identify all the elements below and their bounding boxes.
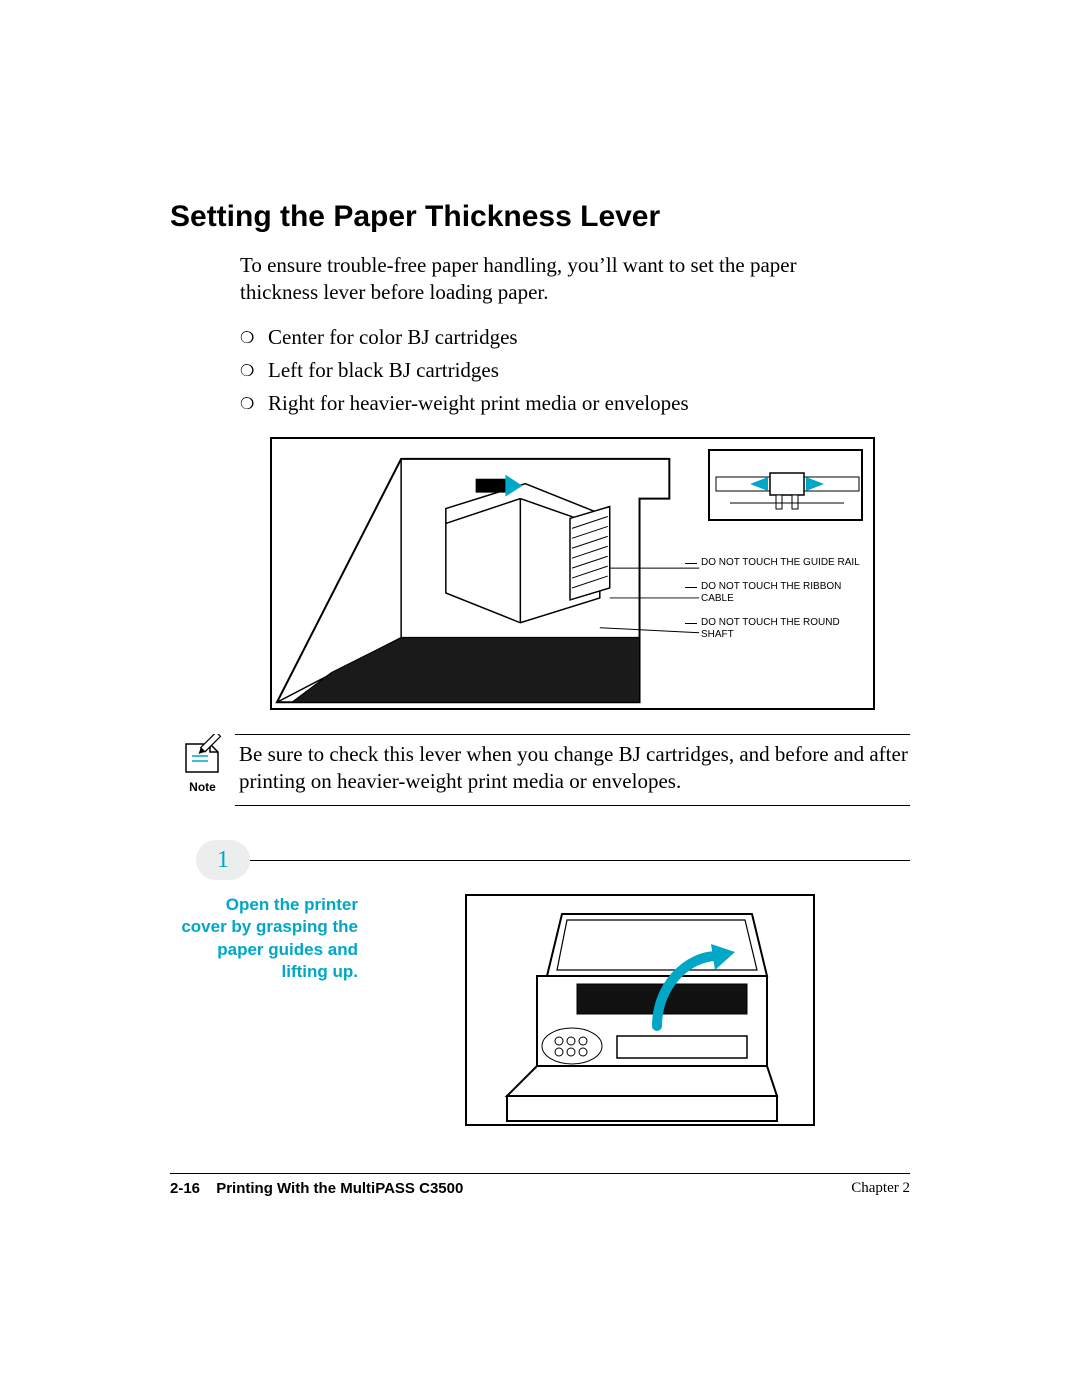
bullet-list: Center for color BJ cartridges Left for … <box>240 323 870 419</box>
bullet-text: Left for black BJ cartridges <box>268 356 499 385</box>
inset-illustration <box>710 451 865 523</box>
page-heading: Setting the Paper Thickness Lever <box>170 200 910 234</box>
page-footer: 2-16 Printing With the MultiPASS C3500 C… <box>170 1173 910 1199</box>
figure-printer-interior: DO NOT TOUCH THE GUIDE RAIL DO NOT TOUCH… <box>270 437 875 710</box>
bullet-marker <box>240 323 268 352</box>
step-instruction: Open the printer cover by grasping the p… <box>170 894 370 1126</box>
bullet-text: Center for color BJ cartridges <box>268 323 518 352</box>
note-label: Note <box>189 780 216 794</box>
callout-round-shaft: DO NOT TOUCH THE ROUND SHAFT <box>701 617 861 641</box>
step-block: 1 Open the printer cover by grasping the… <box>170 840 910 1126</box>
footer-chapter: Chapter 2 <box>851 1180 910 1197</box>
note-icon <box>182 734 224 776</box>
figure-inset-lever-detail <box>708 449 863 521</box>
step-header: 1 <box>170 840 910 884</box>
note-block: Note Be sure to check this lever when yo… <box>170 734 910 807</box>
step-rule <box>250 860 910 861</box>
bullet-item: Right for heavier-weight print media or … <box>240 389 870 418</box>
intro-paragraph: To ensure trouble-free paper handling, y… <box>240 252 870 307</box>
bullet-item: Center for color BJ cartridges <box>240 323 870 352</box>
bullet-marker <box>240 356 268 385</box>
footer-page-number: 2-16 <box>170 1180 200 1197</box>
footer-left: 2-16 Printing With the MultiPASS C3500 <box>170 1180 463 1197</box>
footer-section-title: Printing With the MultiPASS C3500 <box>216 1180 463 1197</box>
figure-open-cover <box>465 894 815 1126</box>
open-cover-illustration <box>467 896 815 1126</box>
bullet-item: Left for black BJ cartridges <box>240 356 870 385</box>
callout-guide-rail: DO NOT TOUCH THE GUIDE RAIL <box>701 557 861 569</box>
step-number-pill: 1 <box>196 840 250 880</box>
bullet-marker <box>240 389 268 418</box>
note-text: Be sure to check this lever when you cha… <box>235 734 910 807</box>
callout-ribbon-cable: DO NOT TOUCH THE RIBBON CABLE <box>701 581 861 605</box>
note-icon-column: Note <box>170 734 235 807</box>
bullet-text: Right for heavier-weight print media or … <box>268 389 689 418</box>
figure-callout-labels: DO NOT TOUCH THE GUIDE RAIL DO NOT TOUCH… <box>701 557 861 653</box>
